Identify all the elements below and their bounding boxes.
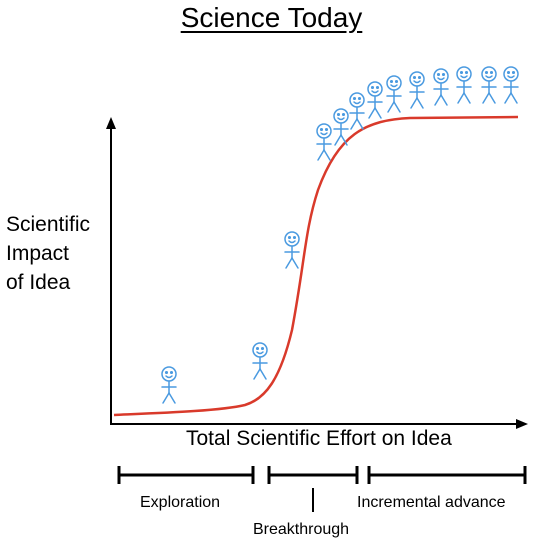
range-exploration — [117, 466, 255, 484]
phase-label-breakthrough: Breakthrough — [253, 521, 350, 538]
stick-figure-icon — [367, 81, 383, 119]
y-axis-arrow-icon — [106, 117, 116, 129]
phase-label-incremental: Incremental advance — [357, 494, 506, 511]
stick-figure-icon — [252, 342, 268, 380]
stick-figure-icon — [284, 231, 300, 269]
phase-label-exploration: Exploration — [140, 494, 221, 511]
stick-figure-icon — [386, 75, 402, 113]
stick-figure-icon — [316, 123, 332, 161]
stick-figure-icon — [333, 108, 349, 146]
stick-figure-icon — [161, 366, 177, 404]
y-axis-label: Scientific Impact of Idea — [6, 213, 91, 294]
stick-figure-icon — [503, 66, 519, 104]
stick-figure-icon — [433, 68, 449, 106]
x-axis-label: Total Scientific Effort on Idea — [186, 427, 452, 450]
range-incremental — [367, 466, 527, 484]
stick-figure-icon — [349, 92, 365, 130]
axes — [106, 117, 528, 429]
phase-ranges — [117, 466, 527, 512]
impact-curve — [113, 115, 519, 417]
diagram-title: Science Today — [180, 2, 363, 33]
stick-figure-icon — [409, 71, 425, 109]
stick-figure-icon — [481, 66, 497, 104]
range-breakthrough — [267, 466, 359, 512]
x-axis-arrow-icon — [516, 419, 528, 429]
stick-figure-icon — [456, 66, 472, 104]
scientist-figures — [161, 66, 519, 404]
